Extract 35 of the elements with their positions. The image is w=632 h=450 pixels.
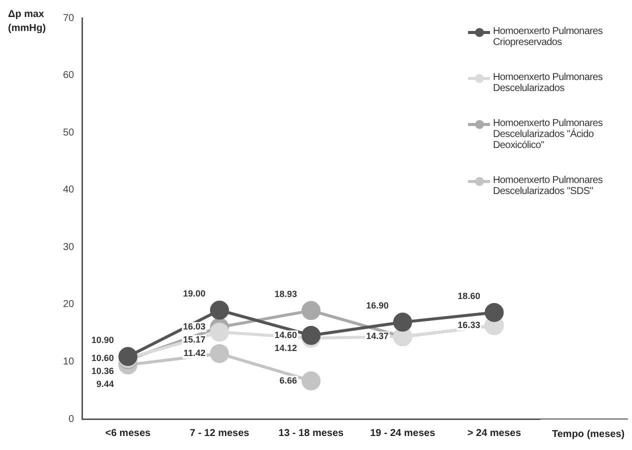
x-tick-label: 13 - 18 meses [278,428,344,439]
data-label: 16.33 [458,320,480,330]
x-tick-label: 19 - 24 meses [370,428,436,439]
data-label: 14.37 [366,331,389,342]
data-label: 18.93 [274,289,298,300]
y-tick-label: 20 [63,299,75,310]
x-axis-title: Tempo (meses) [552,428,625,440]
y-tick-label: 60 [63,70,75,82]
data-label: 15.17 [182,334,206,345]
legend-label: Homoenxerto Pulmonares Criopreservados [493,26,604,48]
data-label: 10.60 [91,352,114,363]
x-tick-label: 7 - 12 meses [190,428,250,439]
data-label: 11.42 [183,348,206,358]
legend-label: Homoenxerto Pulmonares Descelularizados "Ácido Deoxicólico" [493,118,604,151]
y-tick-label: 10 [63,356,75,368]
x-tick-label: <6 meses [105,428,152,439]
data-label: 16.03 [182,322,206,332]
y-axis-title: Δp max (mmHg) [8,9,46,34]
legend-label: Homoenxerto Pulmonares Descelularizados [493,72,604,94]
y-tick-label: 40 [63,184,75,196]
data-label: 18.60 [458,290,480,301]
data-label: 6.66 [280,375,298,386]
data-label: 19.00 [182,288,206,299]
data-label: 14.12 [274,342,298,353]
data-label: 14.60 [274,330,298,340]
y-tick-label: 30 [63,242,75,253]
data-label: 9.44 [96,378,114,389]
legend-label: Homoenxerto Pulmonares Descelularizados "SDS" [493,175,604,197]
data-label: 10.36 [91,366,114,376]
data-label: 10.90 [91,335,114,346]
y-tick-label: 70 [63,12,75,24]
x-tick-label: > 24 meses [467,428,522,439]
data-label: 16.90 [366,300,389,311]
y-tick-label: 0 [68,414,75,425]
y-tick-label: 50 [63,127,75,138]
